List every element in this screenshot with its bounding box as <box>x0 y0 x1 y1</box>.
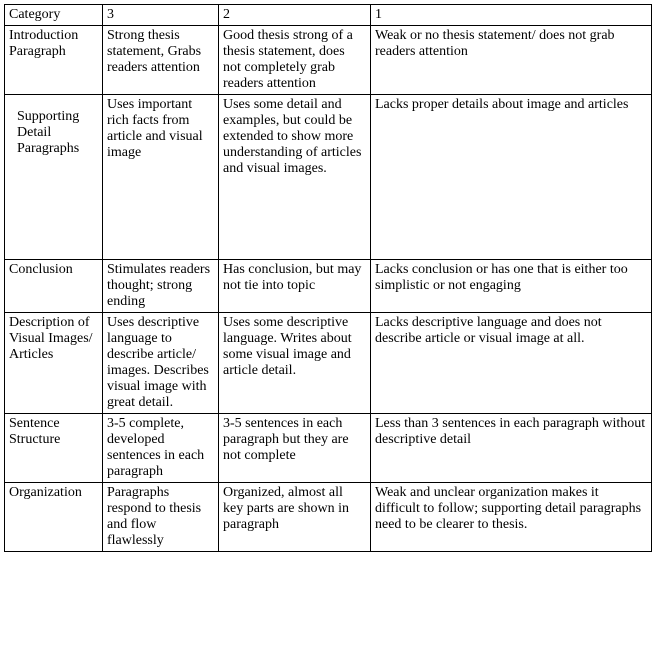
row-category: Introduction Paragraph <box>5 26 103 95</box>
cell-score3: Uses important rich facts from article a… <box>103 95 219 260</box>
cell-score1: Lacks descriptive language and does not … <box>371 313 652 414</box>
cell-score3: Paragraphs respond to thesis and flow fl… <box>103 483 219 552</box>
row-category: Conclusion <box>5 260 103 313</box>
table-row: Sentence Structure 3-5 complete, develop… <box>5 414 652 483</box>
col-header-3: 3 <box>103 5 219 26</box>
col-header-1: 1 <box>371 5 652 26</box>
cell-score3: Uses descriptive language to describe ar… <box>103 313 219 414</box>
cell-score2: Uses some descriptive language. Writes a… <box>219 313 371 414</box>
cell-score2: 3-5 sentences in each paragraph but they… <box>219 414 371 483</box>
row-category: Supporting Detail Paragraphs <box>5 95 103 260</box>
table-header-row: Category 3 2 1 <box>5 5 652 26</box>
table-row: Supporting Detail Paragraphs Uses import… <box>5 95 652 260</box>
table-row: Description of Visual Images/ Articles U… <box>5 313 652 414</box>
cell-score1: Lacks proper details about image and art… <box>371 95 652 260</box>
cell-score3: Strong thesis statement, Grabs readers a… <box>103 26 219 95</box>
row-category: Sentence Structure <box>5 414 103 483</box>
cell-score2: Good thesis strong of a thesis statement… <box>219 26 371 95</box>
cell-score1: Weak and unclear organization makes it d… <box>371 483 652 552</box>
cell-score1: Less than 3 sentences in each paragraph … <box>371 414 652 483</box>
table-row: Introduction Paragraph Strong thesis sta… <box>5 26 652 95</box>
rubric-table: Category 3 2 1 Introduction Paragraph St… <box>4 4 652 552</box>
table-row: Conclusion Stimulates readers thought; s… <box>5 260 652 313</box>
cell-score1: Weak or no thesis statement/ does not gr… <box>371 26 652 95</box>
col-header-category: Category <box>5 5 103 26</box>
cell-score2: Has conclusion, but may not tie into top… <box>219 260 371 313</box>
col-header-2: 2 <box>219 5 371 26</box>
cell-score3: 3-5 complete, developed sentences in eac… <box>103 414 219 483</box>
cell-score2: Uses some detail and examples, but could… <box>219 95 371 260</box>
table-row: Organization Paragraphs respond to thesi… <box>5 483 652 552</box>
cell-score3: Stimulates readers thought; strong endin… <box>103 260 219 313</box>
cell-score1: Lacks conclusion or has one that is eith… <box>371 260 652 313</box>
cell-score2: Organized, almost all key parts are show… <box>219 483 371 552</box>
row-category: Description of Visual Images/ Articles <box>5 313 103 414</box>
row-category: Organization <box>5 483 103 552</box>
